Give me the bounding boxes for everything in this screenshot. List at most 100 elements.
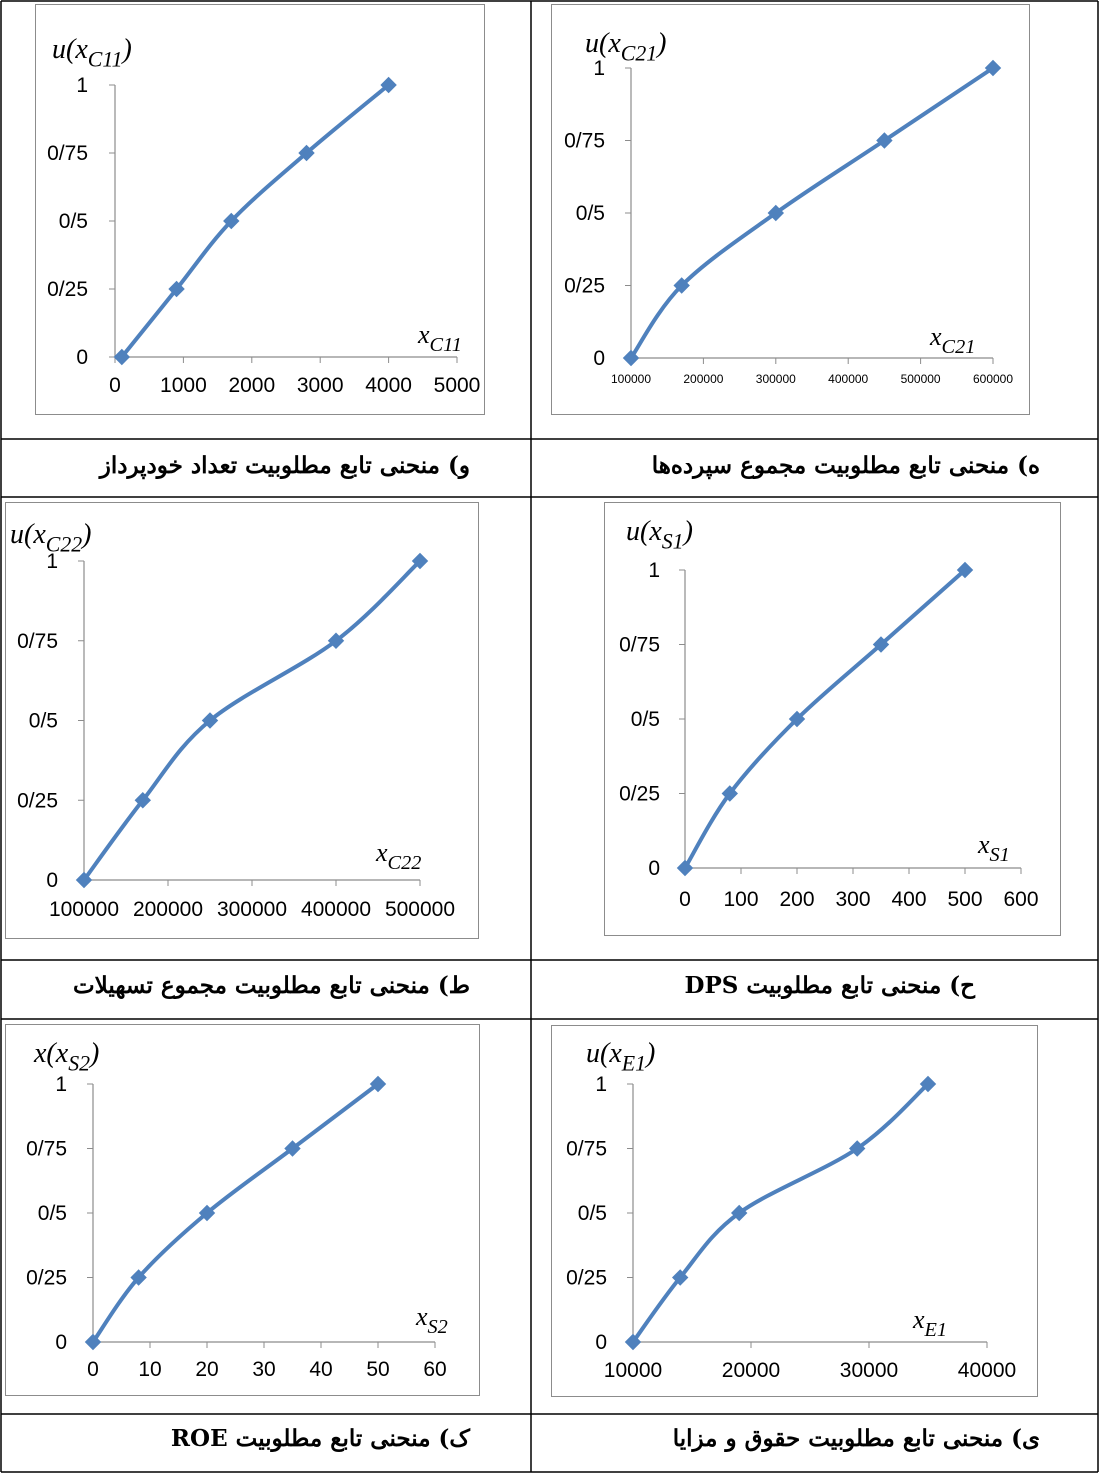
y-tick-label: 0/5	[29, 710, 58, 733]
y-axis-title: u(xC22)	[10, 519, 91, 556]
chart-caption-s1: ح) منحنی تابع مطلوبیت DPS	[684, 972, 976, 999]
data-point-marker	[673, 277, 690, 294]
y-tick-label: 0/75	[17, 630, 58, 653]
data-point-marker	[872, 636, 890, 653]
y-tick-label: 0/75	[47, 142, 88, 165]
x-tick-label: 10000	[604, 1359, 662, 1382]
data-point-marker	[671, 1269, 689, 1286]
y-tick-label: 1	[595, 1073, 607, 1096]
data-point-marker	[198, 1204, 216, 1222]
data-point-marker	[622, 349, 640, 367]
x-tick-label: 300	[835, 888, 870, 911]
chart-caption-e1: ی) منحنی تابع مطلوبیت حقوق و مزایا	[672, 1425, 1040, 1452]
data-point-marker	[84, 1333, 102, 1351]
y-tick-label: 1	[648, 559, 660, 582]
x-tick-label: 200000	[683, 372, 723, 386]
data-point-marker	[223, 212, 240, 230]
data-point-marker	[201, 712, 219, 729]
chart-caption-c21: ه) منحنی تابع مطلوبیت مجموع سپرده‌ها	[651, 452, 1040, 479]
x-tick-label: 200000	[133, 898, 203, 921]
x-tick-label: 30000	[840, 1359, 898, 1382]
y-tick-label: 1	[593, 57, 605, 80]
x-tick-label: 20	[195, 1358, 218, 1381]
x-tick-label: 0	[87, 1358, 99, 1381]
x-axis-title: xE1	[912, 1305, 947, 1341]
y-tick-label: 0	[593, 347, 605, 370]
x-tick-label: 600	[1003, 888, 1038, 911]
y-tick-label: 1	[76, 74, 88, 97]
y-tick-label: 0/5	[578, 1202, 607, 1225]
y-tick-label: 0/25	[26, 1267, 67, 1290]
x-axis-title: xC11	[417, 320, 462, 356]
y-tick-label: 0/75	[566, 1138, 607, 1161]
data-point-marker	[113, 348, 131, 366]
x-tick-label: 50	[366, 1358, 389, 1381]
data-point-marker	[788, 710, 806, 728]
data-point-marker	[876, 132, 893, 149]
chart-frame-s2	[5, 1024, 480, 1396]
y-tick-label: 0	[595, 1331, 607, 1354]
data-point-marker	[75, 871, 93, 889]
data-point-marker	[848, 1140, 866, 1157]
y-tick-label: 0/75	[26, 1138, 67, 1161]
data-point-marker	[327, 632, 345, 649]
x-tick-label: 0	[679, 888, 691, 911]
x-axis-title: xC21	[929, 322, 975, 358]
chart-caption-c11: و) منحنی تابع مطلوبیت تعداد خودپرداز	[99, 452, 470, 479]
x-tick-label: 20000	[722, 1359, 780, 1382]
chart-frame-c11	[35, 4, 485, 415]
data-point-marker	[624, 1333, 642, 1351]
y-tick-label: 0	[648, 857, 660, 880]
data-point-marker	[956, 561, 974, 579]
x-tick-label: 3000	[297, 374, 344, 397]
x-tick-label: 4000	[365, 374, 412, 397]
y-tick-label: 0/5	[59, 210, 88, 233]
data-point-marker	[298, 144, 315, 162]
y-tick-label: 0/25	[47, 278, 88, 301]
y-axis-title: u(xC21)	[585, 28, 666, 65]
y-tick-label: 0/75	[564, 130, 605, 153]
x-tick-label: 300000	[756, 372, 796, 386]
x-tick-label: 10	[138, 1358, 161, 1381]
x-axis-title: xS2	[415, 1302, 448, 1338]
y-tick-label: 0/25	[564, 275, 605, 298]
data-point-marker	[168, 280, 185, 298]
x-tick-label: 100000	[611, 372, 651, 386]
data-point-marker	[919, 1075, 937, 1093]
x-tick-label: 1000	[160, 374, 207, 397]
data-point-marker	[380, 76, 397, 94]
x-tick-label: 5000	[434, 374, 481, 397]
x-tick-label: 400000	[828, 372, 868, 386]
chart-caption-c22: ط) منحنی تابع مطلوبیت مجموع تسهیلات	[73, 972, 470, 999]
y-axis-title: x(xS2)	[33, 1038, 99, 1075]
y-axis-title: u(xS1)	[626, 516, 693, 553]
y-tick-label: 0	[76, 346, 88, 369]
y-tick-label: 0/5	[631, 708, 660, 731]
x-axis-title: xS1	[977, 830, 1010, 866]
x-tick-label: 600000	[973, 372, 1013, 386]
x-tick-label: 60	[423, 1358, 446, 1381]
y-axis-title: u(xC11)	[52, 34, 132, 71]
series-line	[631, 1082, 930, 1344]
x-tick-label: 100000	[49, 898, 119, 921]
x-tick-label: 300000	[217, 898, 287, 921]
data-point-marker	[130, 1269, 147, 1286]
y-tick-label: 0	[46, 869, 58, 892]
chart-caption-s2: ک) منحنی تابع مطلوبیت ROE	[170, 1425, 470, 1452]
data-point-marker	[767, 204, 785, 222]
data-point-marker	[411, 552, 429, 570]
x-tick-label: 500	[947, 888, 982, 911]
y-tick-label: 0/25	[566, 1267, 607, 1290]
data-point-marker	[134, 792, 152, 809]
y-tick-label: 1	[46, 550, 58, 573]
x-tick-label: 200	[779, 888, 814, 911]
y-tick-label: 0/5	[576, 202, 605, 225]
x-tick-label: 100	[723, 888, 758, 911]
